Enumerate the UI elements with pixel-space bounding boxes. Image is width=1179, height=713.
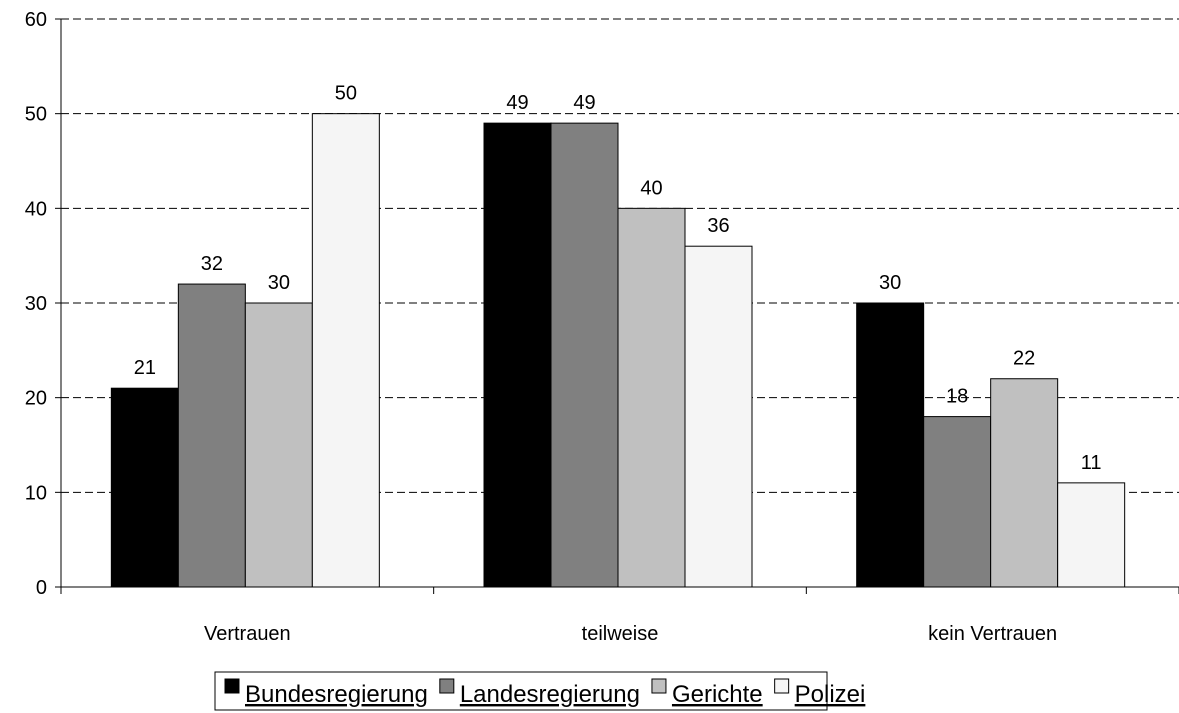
category-label: teilweise [582, 623, 659, 645]
legend-box [214, 671, 828, 711]
y-tick-label: 10 [25, 482, 47, 504]
y-tick-label: 30 [25, 293, 47, 315]
y-tick-label: 50 [25, 104, 47, 126]
y-tick-label: 40 [25, 198, 47, 220]
legend-swatch [439, 678, 455, 694]
bar [244, 302, 313, 588]
category-label: Vertrauen [204, 623, 291, 645]
bar [110, 387, 179, 588]
data-labels: 21 32 30 50 49 49 40 36 30 18 22 11 [134, 83, 1102, 474]
data-label: 50 [335, 83, 357, 105]
data-label: 11 [1081, 452, 1102, 474]
data-label: 30 [268, 272, 290, 294]
bar [1057, 482, 1126, 588]
legend-label: Bundesregierung [245, 681, 428, 708]
data-label: 49 [573, 92, 595, 114]
data-label: 32 [201, 253, 223, 275]
data-label: 21 [134, 357, 156, 379]
bar [856, 302, 925, 588]
bar [483, 122, 552, 588]
bars [110, 113, 1126, 588]
y-tick-label: 60 [25, 9, 47, 31]
y-tick-label: 20 [25, 388, 47, 410]
legend-label: Gerichte [672, 681, 763, 708]
bar [550, 122, 619, 588]
legend: Bundesregierung Landesregierung Gerichte Po… [214, 671, 866, 711]
category-label: kein Vertrauen [928, 623, 1057, 645]
data-label: 49 [506, 92, 528, 114]
data-label: 30 [879, 272, 901, 294]
legend-swatch [774, 678, 790, 694]
data-label: 22 [1013, 348, 1035, 370]
data-label: 36 [707, 215, 729, 237]
bar [617, 207, 686, 588]
bar [311, 113, 380, 588]
legend-label: Polizei [795, 681, 866, 708]
data-label: 40 [640, 177, 662, 199]
y-tick-label: 0 [36, 577, 47, 599]
data-label: 18 [946, 386, 968, 408]
legend-label: Landesregierung [460, 681, 640, 708]
legend-swatch [651, 678, 667, 694]
bar [177, 283, 246, 588]
legend-swatch [224, 678, 240, 694]
bar [684, 245, 753, 588]
axes: Vertrauen teilweise kein Vertrauen 0 10 20 30 4… [25, 9, 1179, 645]
bar [923, 416, 992, 588]
bar [990, 378, 1059, 588]
